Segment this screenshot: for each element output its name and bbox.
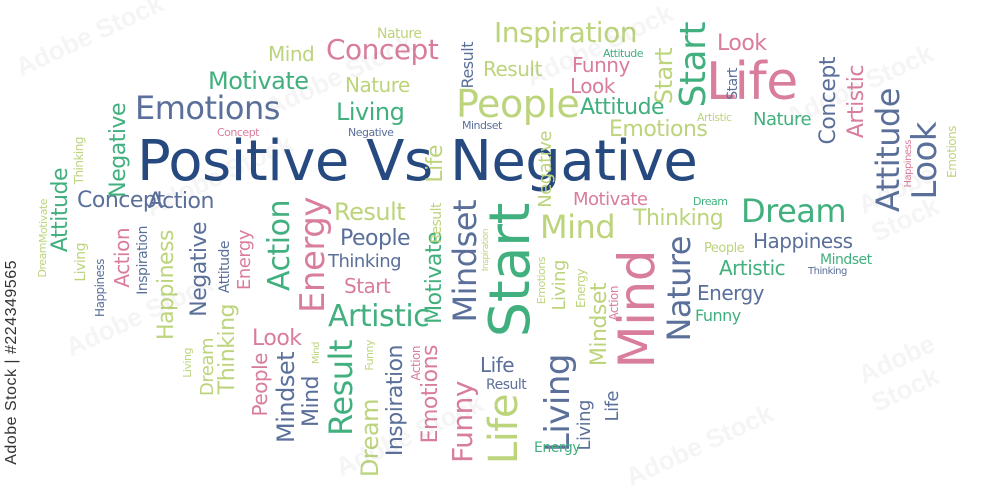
word-nature-top: Nature <box>377 26 422 42</box>
word-happiness-right: Happiness <box>753 229 853 253</box>
word-life-v-lower: Life <box>481 394 527 465</box>
word-living-v-tiny: Living <box>181 348 194 378</box>
word-living-v-left: Living <box>73 243 89 282</box>
word-look-top-s: Look <box>570 74 615 98</box>
word-start-mid-pink: Start <box>344 274 391 298</box>
word-life-big: Life <box>706 52 798 112</box>
word-nature-mid: Nature <box>753 109 812 130</box>
word-negative-v-mid: Negative <box>187 222 212 317</box>
word-dream-big: Dream <box>741 192 847 230</box>
word-artistic-v: Artistic <box>844 65 869 139</box>
word-funny-v-tiny: Funny <box>363 340 376 371</box>
word-mindset-tiny: Mindset <box>462 119 502 132</box>
word-thinking-mid: Thinking <box>328 251 402 272</box>
word-start-v-small: Start <box>725 68 741 100</box>
word-emotions-mid: Emotions <box>609 117 708 142</box>
word-energy-right: Energy <box>697 281 765 305</box>
word-happiness-v-left: Happiness <box>93 259 107 317</box>
word-thinking-v-left: Thinking <box>72 137 86 185</box>
word-funny-v: Funny <box>446 381 479 463</box>
word-concept-tiny: Concept <box>217 126 260 139</box>
word-negative-v-center: Negative <box>535 131 556 208</box>
word-attitude-v-left: Attitude <box>48 168 73 253</box>
word-motivate-v-mid: Motivate <box>422 232 447 324</box>
word-result-v-big: Result <box>322 340 360 436</box>
word-emotions-main: Emotions <box>135 89 280 127</box>
word-inspiration-v-lower: Inspiration <box>383 345 408 457</box>
word-look-top-pink: Look <box>717 31 767 56</box>
word-result-top: Result <box>483 57 542 81</box>
word-people-tiny: People <box>704 241 745 256</box>
word-energy-lower: Energy <box>534 440 581 456</box>
word-dream-v-left: Dream <box>36 243 49 278</box>
word-funny-top: Funny <box>572 53 630 77</box>
word-thinking-v-mid: Thinking <box>215 304 240 395</box>
word-inspiration-v-left: Inspiration <box>135 226 151 295</box>
word-life-lower: Life <box>480 353 515 377</box>
word-emotions-v-lower: Emotions <box>418 345 443 444</box>
word-result-lower: Result <box>486 377 527 393</box>
word-attitude-tiny: Attitude <box>603 47 644 60</box>
word-mind-v-mid: Mind <box>299 376 324 428</box>
word-thinking-tiny: Thinking <box>808 266 847 277</box>
word-motivate-center: Motivate <box>573 189 648 210</box>
word-people-main: People <box>456 82 580 126</box>
word-emotions-v-tiny: Emotions <box>945 126 959 178</box>
word-concept-v: Concept <box>816 57 841 145</box>
word-living-v-lime: Living <box>549 260 570 311</box>
word-thinking-center: Thinking <box>633 206 724 231</box>
word-result-v-lime: Result <box>429 203 445 244</box>
word-positive-vs-negative: Positive Vs Negative <box>137 129 698 194</box>
word-concept-top: Concept <box>326 33 439 66</box>
word-nature-v-big: Nature <box>660 236 698 342</box>
word-action-v-left: Action <box>110 228 134 288</box>
word-mindset-right: Mindset <box>820 252 872 268</box>
word-inspiration-top: Inspiration <box>494 16 637 49</box>
word-look-mid: Look <box>252 326 302 351</box>
word-attitude-v-big: Attitude <box>869 88 907 213</box>
word-concept-v-left: Concept <box>77 188 165 213</box>
word-living-v-big: Living <box>538 354 578 453</box>
word-attitude-v-mid: Attitude <box>217 241 233 294</box>
word-negative-v-left: Negative <box>106 103 131 198</box>
word-mind-v-tiny: Mind <box>311 342 322 365</box>
word-happiness-v-tiny: Happiness <box>903 140 914 188</box>
word-people-v-pink: People <box>248 353 272 417</box>
word-mind-v-big: Mind <box>608 250 666 369</box>
word-funny-right: Funny <box>695 306 741 325</box>
stock-watermark-label: Adobe Stock | #224349565 <box>3 260 20 465</box>
word-life-v-tiny: Life <box>423 145 448 183</box>
word-artistic-tiny: Artistic <box>697 111 732 124</box>
word-happiness-v-mid: Happiness <box>154 230 179 340</box>
word-negative-tiny: Negative <box>348 126 394 139</box>
word-action-left: Action <box>148 189 214 214</box>
word-mind-top: Mind <box>268 42 315 66</box>
word-action-v-big: Action <box>262 200 297 291</box>
word-nature-2: Nature <box>345 73 410 97</box>
word-energy-v-pink: Energy <box>234 230 255 291</box>
word-mindset-v-big: Mindset <box>446 200 484 323</box>
word-motivate: Motivate <box>208 67 309 95</box>
word-mind-center: Mind <box>540 208 616 246</box>
word-motivate-v-left: Motivate <box>37 199 50 243</box>
word-life-v-center: Life <box>602 391 623 422</box>
word-living-main: Living <box>336 98 405 126</box>
word-emotions-v-center: Emotions <box>535 257 548 305</box>
word-artistic-right: Artistic <box>719 256 786 280</box>
word-people-mid: People <box>340 226 411 251</box>
word-energy-v-small: Energy <box>574 269 588 309</box>
word-dream-v-mid: Dream <box>197 338 218 397</box>
word-start-v-big: Start <box>478 203 543 338</box>
word-artistic-mid: Artistic <box>328 299 430 334</box>
word-energy-v-big: Energy <box>293 197 333 314</box>
word-dream-v-lower: Dream <box>356 399 384 478</box>
word-attitude-mid: Attitude <box>580 95 665 120</box>
word-dream-tiny: Dream <box>693 195 728 208</box>
word-mindset-v-mid: Mindset <box>272 352 300 443</box>
word-result-mid: Result <box>334 198 406 226</box>
